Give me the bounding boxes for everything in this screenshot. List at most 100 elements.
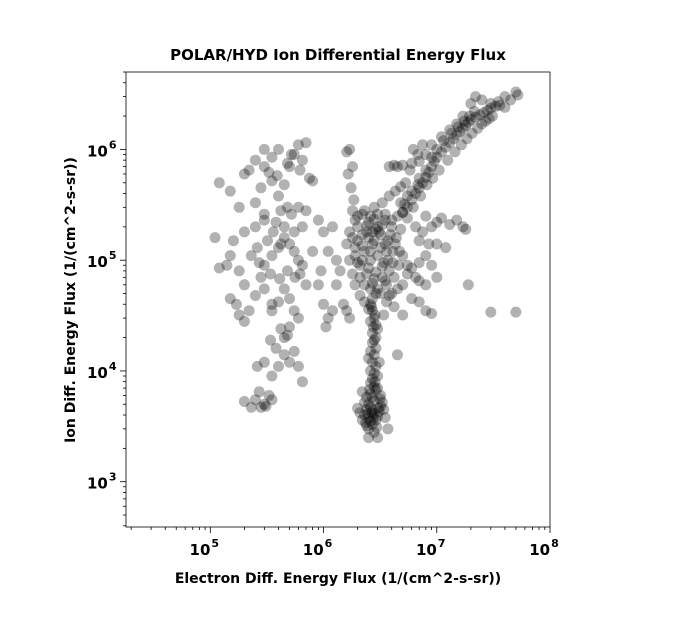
data-point	[464, 110, 476, 122]
data-point	[426, 259, 438, 271]
data-point	[356, 414, 368, 426]
data-point	[452, 121, 464, 133]
data-point	[365, 415, 376, 427]
data-point	[412, 149, 424, 160]
data-point	[440, 242, 452, 254]
data-point	[407, 201, 419, 213]
data-point	[265, 268, 276, 280]
data-point	[395, 223, 407, 235]
data-point	[397, 309, 409, 321]
data-point	[273, 296, 284, 308]
data-point	[366, 356, 378, 368]
data-point	[366, 418, 378, 430]
data-point	[348, 194, 360, 206]
data-point	[352, 221, 364, 233]
data-point	[312, 279, 324, 291]
data-point	[266, 298, 278, 310]
data-point	[510, 306, 522, 318]
data-point	[375, 390, 387, 401]
data-point	[341, 238, 353, 250]
data-point	[413, 257, 425, 269]
data-point	[505, 94, 517, 106]
data-point	[383, 190, 395, 202]
data-point	[370, 332, 382, 344]
data-point	[478, 107, 490, 119]
data-point	[292, 139, 304, 151]
data-point	[397, 279, 409, 291]
data-point	[363, 432, 375, 444]
data-point	[490, 100, 501, 112]
data-point	[406, 262, 418, 274]
data-point	[451, 118, 463, 130]
data-point	[413, 172, 425, 184]
data-point	[406, 185, 418, 197]
data-point	[413, 275, 425, 287]
data-point	[284, 356, 295, 368]
data-point	[365, 365, 376, 377]
data-point	[359, 279, 370, 291]
data-point	[512, 89, 524, 101]
data-point	[427, 172, 439, 184]
data-point	[354, 290, 366, 301]
data-point	[300, 279, 312, 291]
data-point	[344, 143, 356, 155]
data-point	[258, 398, 270, 410]
data-point	[330, 279, 342, 291]
data-point	[266, 394, 278, 406]
data-point	[368, 334, 380, 346]
data-point	[209, 232, 221, 244]
data-point	[327, 305, 338, 317]
data-point	[359, 396, 370, 408]
data-point	[366, 391, 378, 403]
data-point	[366, 226, 378, 238]
data-point	[431, 271, 443, 283]
data-point	[249, 154, 261, 166]
data-point	[375, 288, 387, 299]
y-tick-label: 103	[87, 471, 117, 493]
data-point	[413, 155, 425, 167]
data-point	[238, 315, 250, 327]
data-point	[370, 288, 382, 299]
data-point	[420, 149, 432, 160]
data-point	[442, 154, 454, 166]
data-point	[375, 400, 387, 412]
data-point	[365, 245, 376, 257]
data-point	[273, 143, 284, 155]
data-point	[266, 370, 278, 382]
data-point	[352, 235, 364, 247]
data-point	[465, 98, 477, 109]
data-point	[366, 404, 378, 416]
data-point	[510, 86, 522, 98]
data-point	[372, 323, 384, 335]
data-point	[296, 154, 308, 166]
data-point	[262, 235, 273, 247]
data-point	[275, 238, 287, 250]
data-point	[363, 423, 375, 435]
data-point	[387, 257, 399, 269]
data-point	[476, 94, 488, 106]
data-point	[397, 159, 409, 171]
data-point	[383, 265, 395, 277]
plot-frame	[125, 71, 551, 528]
y-tick-label: 106	[87, 138, 117, 160]
data-point	[433, 164, 445, 176]
data-point	[386, 221, 398, 233]
data-point	[446, 127, 457, 139]
data-point	[365, 345, 376, 357]
data-point	[376, 271, 388, 283]
data-point	[354, 259, 366, 271]
data-point	[243, 164, 255, 176]
data-point	[296, 221, 308, 233]
data-point	[263, 166, 275, 178]
data-point	[492, 96, 504, 108]
data-point	[372, 410, 384, 422]
data-point	[426, 308, 438, 319]
data-point	[378, 403, 390, 415]
data-point	[392, 210, 403, 222]
data-point	[462, 117, 474, 128]
data-point	[372, 370, 384, 382]
data-point	[420, 279, 432, 291]
data-point	[288, 305, 300, 317]
data-point	[282, 329, 293, 341]
data-point	[300, 137, 312, 149]
